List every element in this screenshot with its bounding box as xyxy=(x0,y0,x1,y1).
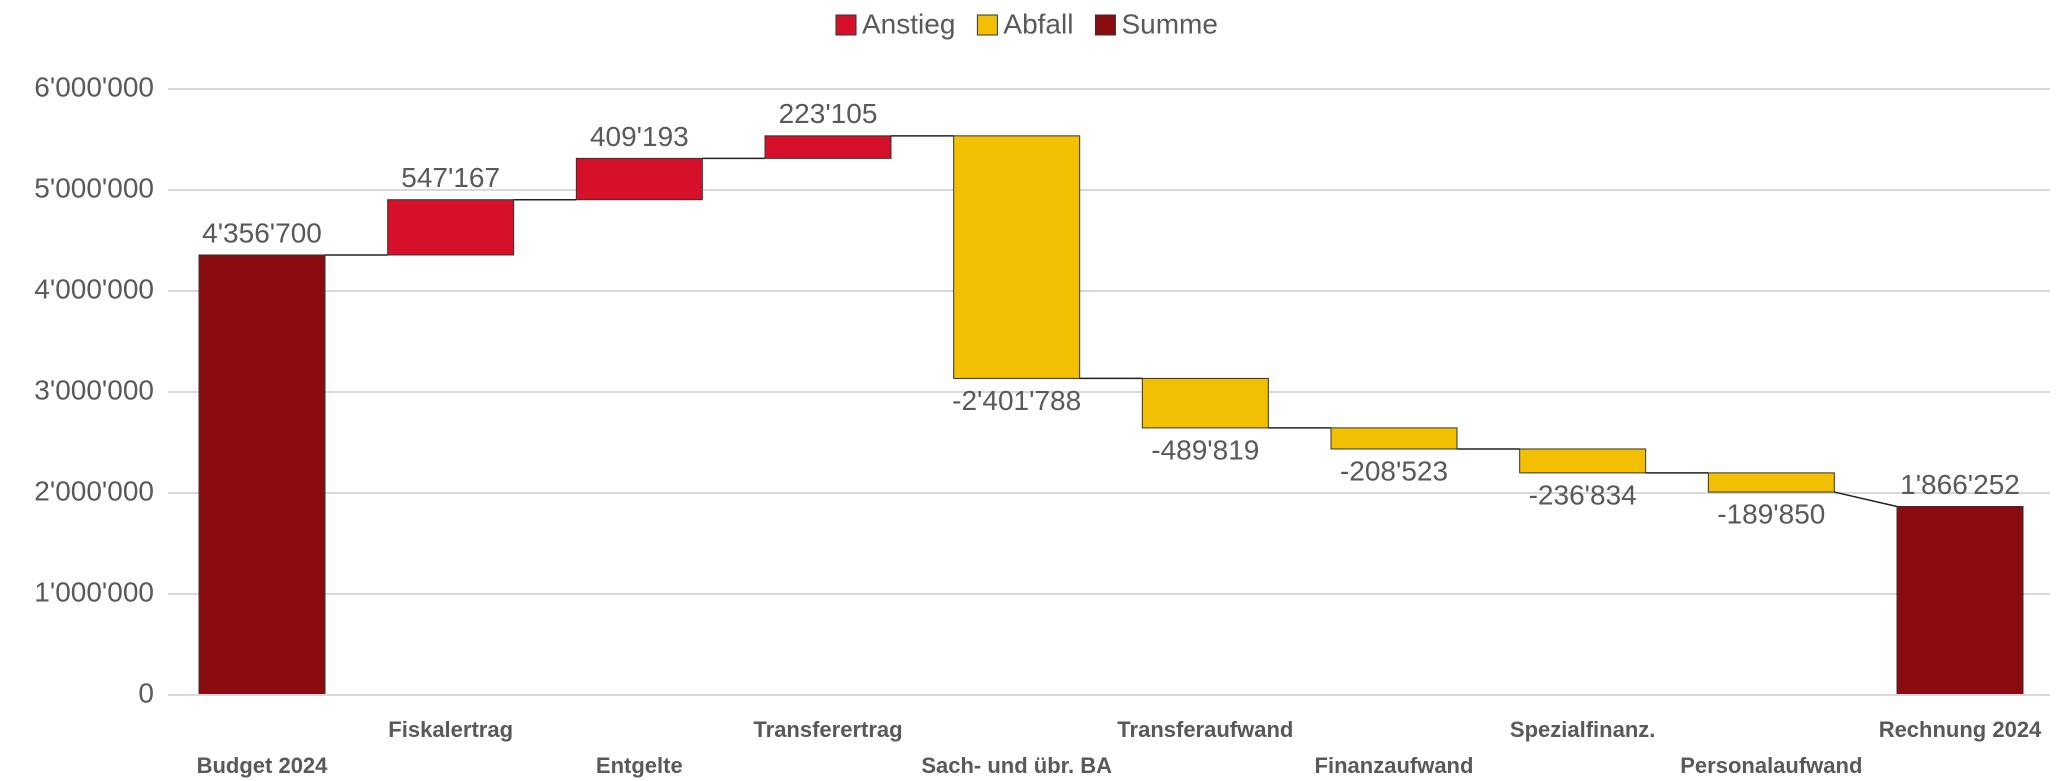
bar xyxy=(387,199,515,256)
legend-swatch xyxy=(976,14,998,36)
y-tick-label: 0 xyxy=(138,677,154,708)
data-label: 547'167 xyxy=(401,162,500,193)
data-label: 223'105 xyxy=(779,98,878,129)
bar xyxy=(1519,448,1647,474)
data-label: -189'850 xyxy=(1717,498,1825,529)
data-label: 409'193 xyxy=(590,121,689,152)
x-tick-label: Rechnung 2024 xyxy=(1879,717,2042,742)
data-label: 4'356'700 xyxy=(202,217,322,248)
y-tick-label: 2'000'000 xyxy=(34,475,154,506)
y-tick-label: 6'000'000 xyxy=(34,71,154,102)
x-tick-label: Personalaufwand xyxy=(1680,753,1862,778)
x-tick-label: Budget 2024 xyxy=(197,753,329,778)
data-label: -489'819 xyxy=(1151,434,1259,465)
bar xyxy=(198,254,326,696)
data-label: -208'523 xyxy=(1340,455,1448,486)
legend-label: Anstieg xyxy=(862,8,955,39)
legend-swatch xyxy=(1094,14,1116,36)
y-tick-label: 3'000'000 xyxy=(34,374,154,405)
legend-label: Summe xyxy=(1121,8,1217,39)
legend-label: Abfall xyxy=(1003,8,1073,39)
bar xyxy=(764,135,892,159)
x-tick-label: Entgelte xyxy=(596,753,683,778)
data-label: -2'401'788 xyxy=(952,385,1081,416)
x-tick-label: Fiskalertrag xyxy=(388,717,513,742)
bar xyxy=(1330,427,1458,450)
data-label: -236'834 xyxy=(1529,479,1637,510)
bar xyxy=(1707,472,1835,493)
legend-swatch xyxy=(835,14,857,36)
y-tick-label: 1'000'000 xyxy=(34,576,154,607)
bar xyxy=(1896,506,2024,696)
x-tick-label: Finanzaufwand xyxy=(1315,753,1474,778)
bar xyxy=(575,157,703,201)
x-tick-label: Transferaufwand xyxy=(1117,717,1293,742)
x-tick-label: Transferertrag xyxy=(753,717,902,742)
bar xyxy=(1141,377,1269,429)
x-tick-label: Spezialfinanz. xyxy=(1510,717,1655,742)
data-label: 1'866'252 xyxy=(1900,469,2020,500)
x-tick-label: Sach- und übr. BA xyxy=(921,753,1112,778)
y-tick-label: 4'000'000 xyxy=(34,273,154,304)
bar xyxy=(953,135,1081,379)
y-tick-label: 5'000'000 xyxy=(34,172,154,203)
connector xyxy=(1834,491,1898,508)
